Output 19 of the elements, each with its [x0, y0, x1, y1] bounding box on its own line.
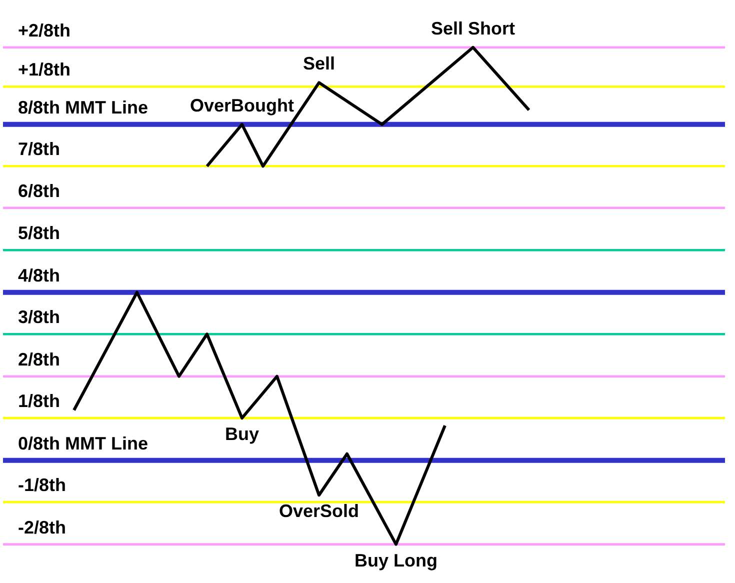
ref-line-label: 4/8th — [18, 265, 60, 286]
ref-line-label: 5/8th — [18, 223, 60, 244]
annotation: Sell Short — [430, 18, 516, 38]
ref-line-label: +2/8th — [18, 20, 71, 40]
ref-line-label: 2/8th — [18, 349, 60, 370]
ref-line-label: 3/8th — [18, 307, 60, 328]
ref-line-label: 1/8th — [18, 391, 60, 412]
ref-line-label: -2/8th — [18, 517, 66, 538]
ref-line-label: 0/8th MMT Line — [18, 433, 148, 454]
annotation: Buy — [224, 424, 260, 444]
ref-line-label: +1/8th — [18, 60, 71, 80]
annotation: Sell — [302, 54, 336, 74]
ref-line-label: 6/8th — [18, 180, 60, 201]
ref-line-label: -1/8th — [18, 475, 66, 496]
annotation: OverSold — [278, 501, 360, 522]
annotation: OverBought — [190, 95, 294, 116]
ref-line-label: 7/8th — [18, 139, 60, 160]
annotation: Buy Long — [354, 550, 438, 570]
ref-line-label: 8/8th MMT Line — [18, 97, 148, 118]
